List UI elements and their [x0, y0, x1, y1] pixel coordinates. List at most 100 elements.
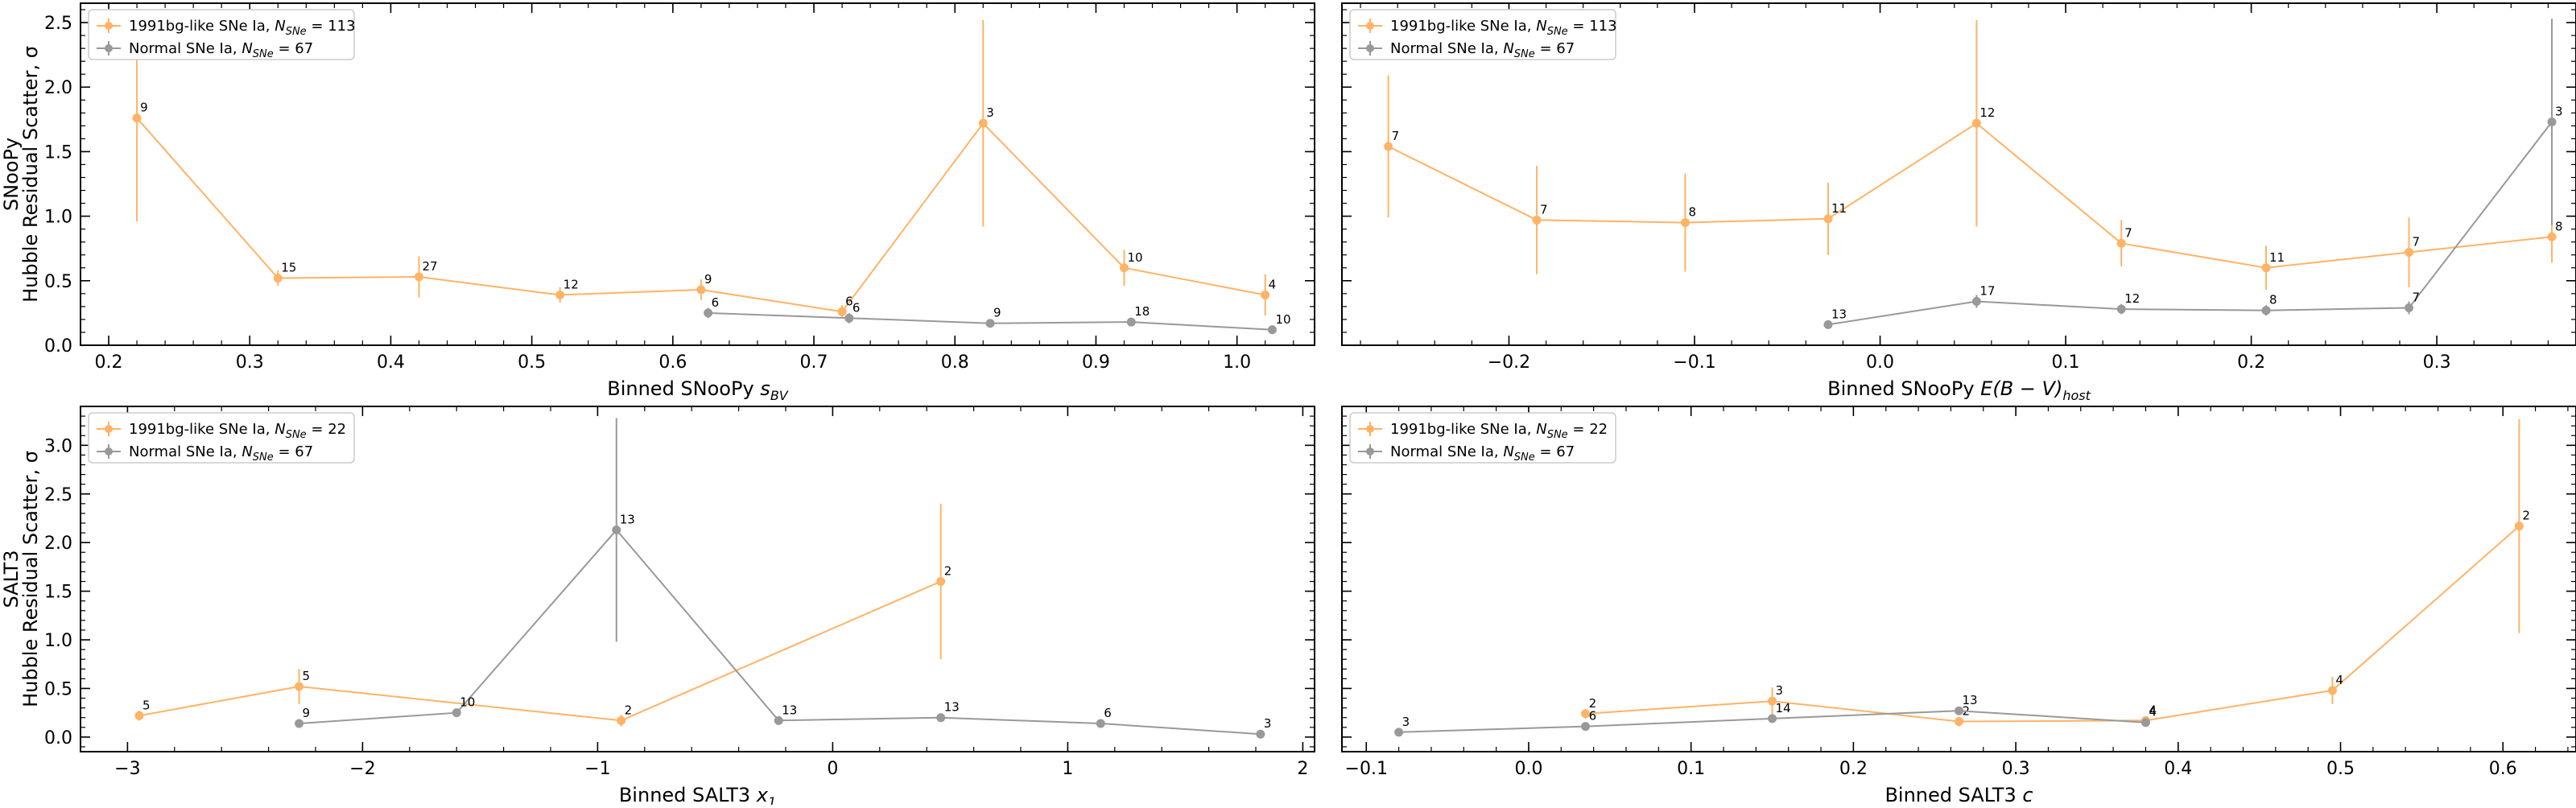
legend-swatch-marker — [105, 425, 113, 433]
data-label: 14 — [1776, 701, 1791, 715]
x-tick-label: 0.0 — [1514, 759, 1542, 779]
y-tick-label: 2.5 — [44, 14, 72, 34]
data-label: 3 — [1776, 683, 1784, 698]
data-point — [452, 708, 461, 718]
data-point — [2547, 117, 2557, 127]
axes-frame — [80, 2, 1315, 346]
panel-snoopy-sbv: 0.2 0.3 0.4 0.5 0.6 0.7 0.8 0.9 1.0 0.0 0.5 1.0 1.5 2… — [44, 2, 1315, 403]
data-point — [1768, 696, 1777, 706]
data-point — [2547, 232, 2557, 241]
data-label: 13 — [782, 703, 797, 717]
data-label: 2 — [1589, 696, 1597, 711]
data-point — [617, 715, 626, 725]
data-point — [414, 272, 423, 282]
x-tick-label: 0.9 — [1082, 352, 1110, 373]
legend-label-nval: = 22 — [307, 421, 346, 438]
data-label: 5 — [303, 669, 311, 683]
legend-box — [1349, 412, 1616, 464]
data-point — [936, 713, 946, 723]
series-line — [299, 528, 1261, 736]
data-point — [704, 308, 713, 318]
row-label-text: Hubble Residual Scatter, σ — [19, 46, 42, 303]
legend-box — [88, 9, 355, 60]
x-tick-label: −3 — [114, 759, 140, 779]
data-label: 6 — [1104, 706, 1112, 720]
data-label: 12 — [2124, 291, 2140, 306]
data-point — [1955, 717, 1963, 727]
legend-swatch-marker — [1366, 447, 1374, 456]
x-tick-label: 0.2 — [2237, 352, 2265, 373]
data-point — [1261, 290, 1270, 299]
x-axis-label: Binned SALT3 x1 — [619, 784, 776, 805]
data-point — [1680, 218, 1690, 228]
data-label: 13 — [944, 700, 960, 715]
data-point — [1096, 719, 1105, 728]
legend-label: 1991bg-like SNe Ia, NSNe = 113 — [1390, 18, 1617, 38]
data-point — [1823, 319, 1833, 329]
legend-swatch-marker — [105, 44, 113, 52]
data-point — [2116, 304, 2126, 314]
x-tick-label: 0.1 — [2052, 352, 2080, 373]
x-axis-label: Binned SNooPy sBV — [607, 377, 789, 403]
data-point — [936, 577, 946, 587]
series-bg91: 7 7 8 11 12 7 11 7 8 — [1384, 19, 2563, 291]
data-label: 18 — [1134, 304, 1150, 319]
legend-label-nval: = 113 — [307, 18, 356, 35]
data-label: 2 — [2522, 509, 2530, 523]
x-tick-label: 0.8 — [941, 352, 969, 373]
x-axis-label-var: s — [760, 377, 770, 400]
y-tick-label: 0.0 — [44, 728, 72, 748]
data-label: 6 — [1589, 709, 1597, 723]
series-normal: 9 10 13 13 13 6 3 — [295, 418, 1272, 739]
data-label: 7 — [2124, 225, 2132, 240]
series-line — [1827, 121, 2553, 326]
x-tick-label: 0.6 — [2489, 759, 2517, 779]
legend-label-nvar: N — [242, 443, 252, 460]
data-point — [1267, 325, 1277, 335]
x-axis-label-var: x — [756, 784, 769, 805]
y-tick-label: 2.0 — [44, 534, 72, 554]
legend-label-text: Normal SNe Ia, — [129, 40, 242, 57]
y-tick-label: 1.5 — [44, 583, 72, 603]
data-point — [1971, 296, 1981, 306]
data-point — [1256, 729, 1265, 739]
data-point — [2514, 521, 2524, 531]
legend-label-nsub: SNe — [286, 429, 307, 441]
data-label: 4 — [2335, 673, 2343, 687]
legend-label: Normal SNe Ia, NSNe = 67 — [1390, 443, 1575, 464]
legend-label-nvar: N — [1536, 18, 1546, 35]
legend-label-text: Normal SNe Ia, — [129, 443, 242, 460]
legend-label-nsub: SNe — [1514, 451, 1535, 464]
data-label: 27 — [422, 259, 437, 274]
x-axis-label-main: Binned SALT3 — [1885, 784, 2022, 805]
data-point — [295, 719, 304, 728]
legend-box — [1349, 9, 1616, 60]
x-axis-label-sub: BV — [770, 388, 789, 403]
data-label: 10 — [1127, 250, 1142, 265]
legend-label-nsub: SNe — [1547, 26, 1568, 38]
data-label: 7 — [2413, 235, 2421, 249]
data-point — [837, 307, 847, 316]
data-label: 8 — [2555, 219, 2563, 233]
legend-label: Normal SNe Ia, NSNe = 67 — [1390, 40, 1575, 60]
legend-label-nsub: SNe — [286, 26, 307, 38]
data-point — [1768, 714, 1777, 723]
data-label: 17 — [1979, 283, 1995, 298]
y-tick-label: 0.5 — [44, 272, 72, 292]
data-label: 9 — [993, 306, 1001, 320]
data-point — [2140, 718, 2150, 728]
x-axis-label-sub: host — [2062, 388, 2091, 403]
legend-box — [88, 412, 355, 464]
x-axis-label-var: c — [2022, 784, 2033, 805]
row-label-group: SALT3 — [0, 550, 23, 608]
data-label: 12 — [564, 277, 579, 291]
x-tick-label: 0.6 — [658, 352, 687, 373]
data-point — [1971, 118, 1981, 128]
data-label: 3 — [1264, 716, 1272, 731]
